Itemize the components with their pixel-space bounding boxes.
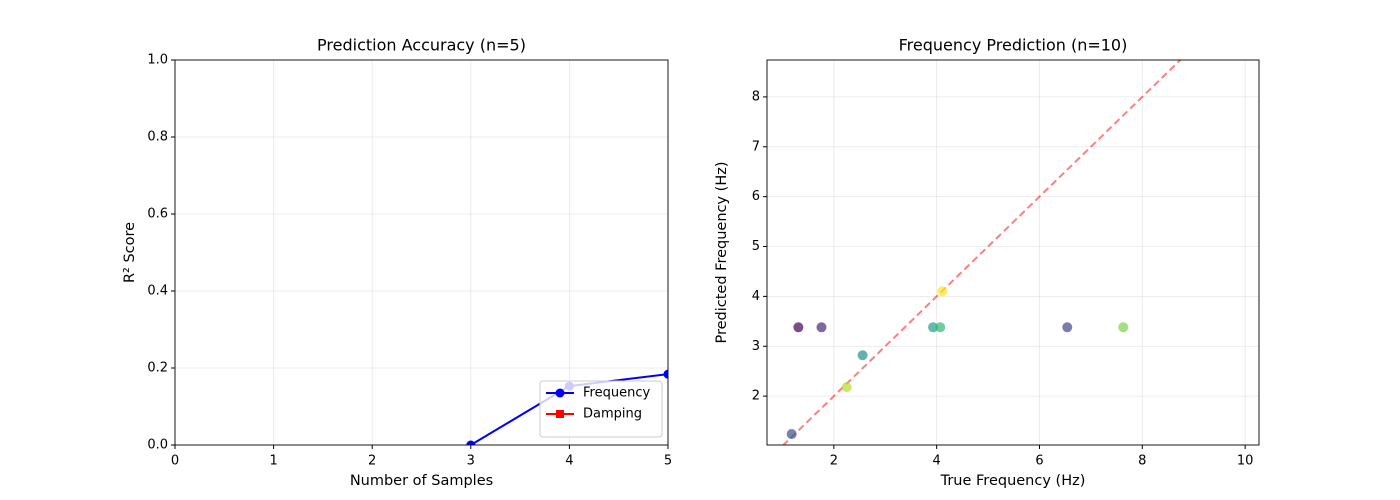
x-tick-label: 2 xyxy=(368,454,376,469)
y-axis-label: R² Score xyxy=(122,222,138,283)
y-tick-label: 0.6 xyxy=(147,207,168,222)
chart-title: Prediction Accuracy (n=5) xyxy=(317,36,526,55)
data-point xyxy=(928,322,939,333)
x-tick-label: 4 xyxy=(933,454,941,469)
x-tick-label: 8 xyxy=(1138,454,1146,469)
x-tick-label: 3 xyxy=(467,454,475,469)
y-tick-label: 5 xyxy=(752,239,760,254)
x-axis-label: True Frequency (Hz) xyxy=(940,473,1086,489)
plot-area xyxy=(782,60,1182,445)
identity-line xyxy=(782,60,1182,445)
data-point xyxy=(663,369,668,379)
data-point xyxy=(1118,322,1129,333)
x-tick-label: 10 xyxy=(1237,454,1254,469)
axes-frame xyxy=(174,59,669,446)
y-tick-label: 6 xyxy=(752,189,760,204)
legend-box xyxy=(539,380,663,438)
x-tick-label: 4 xyxy=(565,454,573,469)
x-tick-label: 5 xyxy=(664,454,672,469)
y-tick-label: 7 xyxy=(752,139,760,154)
data-point xyxy=(1062,322,1073,333)
legend-marker xyxy=(555,388,565,398)
x-tick-label: 1 xyxy=(269,454,277,469)
y-tick-label: 0.8 xyxy=(147,130,168,145)
y-tick-label: 0.0 xyxy=(147,438,168,453)
legend-label: Frequency xyxy=(583,386,650,401)
x-tick-label: 6 xyxy=(1035,454,1043,469)
y-tick-label: 8 xyxy=(752,89,760,104)
x-tick-label: 2 xyxy=(830,454,838,469)
legend-marker xyxy=(556,410,564,418)
data-point xyxy=(786,429,797,440)
y-tick-label: 1.0 xyxy=(147,53,168,68)
data-point xyxy=(466,440,476,445)
y-tick-label: 4 xyxy=(752,289,760,304)
data-point xyxy=(937,286,948,297)
y-tick-label: 3 xyxy=(752,339,760,354)
y-tick-label: 0.4 xyxy=(147,284,168,299)
data-point xyxy=(935,322,946,333)
y-axis-label: Predicted Frequency (Hz) xyxy=(714,161,730,343)
legend-label: Damping xyxy=(583,407,642,422)
axes-frame xyxy=(766,59,1260,446)
y-tick-label: 0.2 xyxy=(147,361,168,376)
x-tick-label: 0 xyxy=(171,454,179,469)
y-tick-label: 2 xyxy=(752,389,760,404)
data-point xyxy=(857,350,868,361)
chart-title: Frequency Prediction (n=10) xyxy=(899,36,1128,55)
data-point xyxy=(816,322,827,333)
data-point xyxy=(841,382,852,393)
x-axis-label: Number of Samples xyxy=(350,473,493,489)
data-point xyxy=(793,322,804,333)
